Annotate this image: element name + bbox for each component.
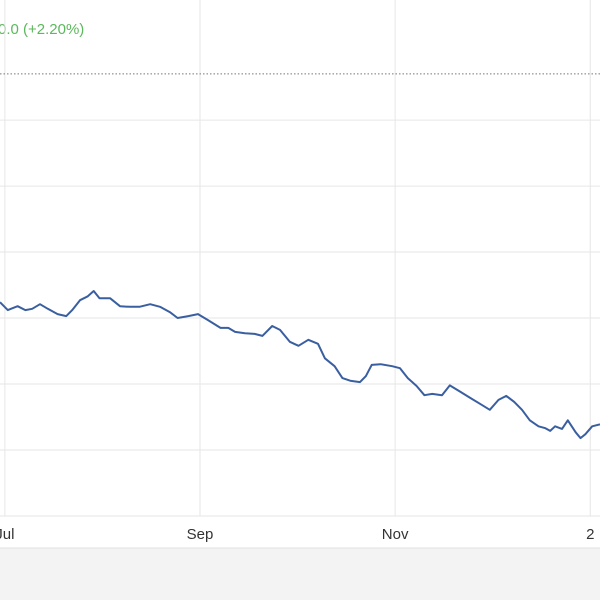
price-change: 0.0 (+2.20%) [0,21,84,38]
x-tick-label: 2 [586,526,594,543]
x-tick-label: Nov [382,526,409,543]
navigator-band [0,548,600,600]
x-tick-label: Jul [0,526,14,543]
price-line [0,290,600,440]
x-tick-label: Sep [187,526,214,543]
